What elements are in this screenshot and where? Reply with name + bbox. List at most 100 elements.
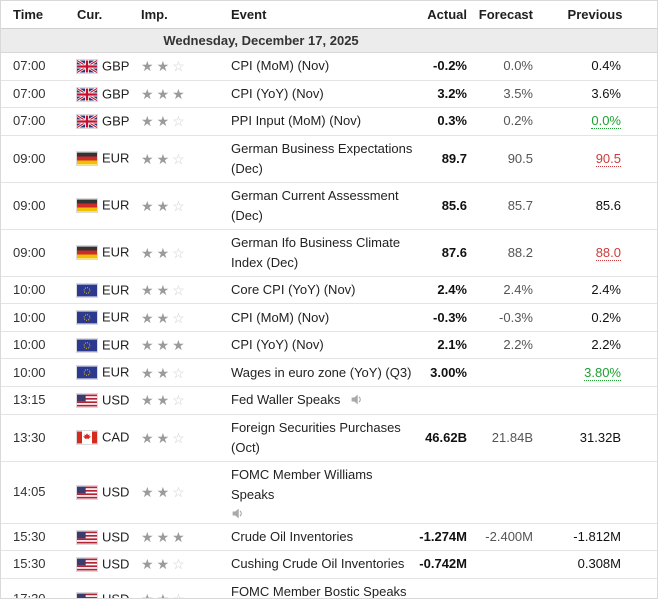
importance-rating: ★★★: [133, 80, 221, 108]
spacer-cell: [621, 523, 657, 551]
canada-flag-icon: [77, 431, 97, 444]
event-name[interactable]: CPI (MoM) (Nov): [231, 58, 330, 74]
event-time: 10:00: [13, 281, 46, 297]
event-name-cell[interactable]: CPI (MoM) (Nov): [221, 53, 413, 81]
event-name[interactable]: Wages in euro zone (YoY) (Q3): [231, 364, 412, 380]
event-name-cell[interactable]: Cushing Crude Oil Inventories: [221, 551, 413, 579]
event-time: 15:30: [13, 528, 46, 544]
spacer-cell: [621, 229, 657, 276]
previous-value-text: 31.32B: [579, 429, 621, 445]
eu-flag-icon: [77, 284, 97, 297]
table-header-row: Time Cur. Imp. Event Actual Forecast Pre…: [1, 1, 657, 29]
event-name-cell[interactable]: FOMC Member Williams Speaks: [221, 461, 413, 523]
previous-value: [533, 386, 621, 414]
event-name[interactable]: Foreign Securities Purchases (Oct): [231, 419, 401, 455]
spacer-cell: [621, 331, 657, 359]
event-name[interactable]: CPI (YoY) (Nov): [231, 85, 324, 101]
date-header-row: Wednesday, December 17, 2025: [1, 28, 657, 53]
previous-value-text[interactable]: 3.80%: [584, 364, 621, 381]
column-header-currency: Cur.: [63, 1, 133, 29]
spacer-cell: [621, 182, 657, 229]
table-row[interactable]: 13:30 CAD ★★☆ Foreign Securities Purchas…: [1, 414, 657, 461]
event-time: 13:30: [13, 429, 46, 445]
star-icon: ★: [141, 591, 157, 598]
event-name-cell[interactable]: Fed Waller Speaks: [221, 386, 413, 414]
table-row[interactable]: 10:00 EUR ★★☆ Core CPI (YoY) (Nov) 2.4% …: [1, 276, 657, 304]
spacer-cell: [621, 276, 657, 304]
event-name[interactable]: Crude Oil Inventories: [231, 528, 354, 544]
star-icon: ★: [156, 150, 173, 167]
star-icon: ★: [141, 429, 157, 446]
table-row[interactable]: 15:30 USD ★★★ Crude Oil Inventories -1.2…: [1, 523, 657, 551]
event-name[interactable]: German Current Assessment (Dec): [231, 187, 399, 223]
previous-value-text[interactable]: 90.5: [595, 150, 621, 167]
event-name-cell[interactable]: Crude Oil Inventories: [221, 523, 413, 551]
star-icon: ★: [172, 528, 188, 545]
previous-value: 0.2%: [533, 304, 621, 332]
table-row[interactable]: 13:15 USD ★★☆ Fed Waller Speaks: [1, 386, 657, 414]
event-name-cell[interactable]: FOMC Member Bostic Speaks: [221, 578, 413, 599]
previous-value-text[interactable]: 0.0%: [591, 113, 621, 130]
star-icon: ★: [172, 85, 188, 102]
actual-value: -0.2%: [433, 58, 467, 74]
star-icon: ★: [156, 556, 173, 573]
event-name[interactable]: Fed Waller Speaks: [231, 392, 341, 408]
table-row[interactable]: 17:30 USD ★★☆ FOMC Member Bostic Speaks: [1, 578, 657, 599]
previous-value-text[interactable]: 88.0: [595, 244, 621, 261]
star-icon: ★: [156, 337, 173, 354]
actual-value: -0.742M: [419, 556, 467, 572]
table-row[interactable]: 07:00 GBP ★★☆ PPI Input (MoM) (Nov) 0.3%…: [1, 107, 657, 136]
event-name-cell[interactable]: German Ifo Business Climate Index (Dec): [221, 229, 413, 276]
importance-rating: ★★☆: [133, 135, 221, 182]
table-row[interactable]: 07:00 GBP ★★★ CPI (YoY) (Nov) 3.2% 3.5% …: [1, 80, 657, 108]
event-time: 09:00: [13, 197, 46, 213]
event-name-cell[interactable]: Wages in euro zone (YoY) (Q3): [221, 359, 413, 387]
table-row[interactable]: 07:00 GBP ★★☆ CPI (MoM) (Nov) -0.2% 0.0%…: [1, 52, 657, 81]
importance-rating: ★★☆: [133, 276, 221, 304]
table-row[interactable]: 09:00 EUR ★★☆ German Current Assessment …: [1, 182, 657, 230]
germany-flag-icon: [77, 246, 97, 259]
currency-cell: USD: [63, 386, 133, 414]
star-icon: ★: [156, 113, 173, 130]
table-row[interactable]: 10:00 EUR ★★★ CPI (YoY) (Nov) 2.1% 2.2% …: [1, 331, 657, 359]
star-icon: ★: [156, 309, 173, 326]
event-name-cell[interactable]: PPI Input (MoM) (Nov): [221, 108, 413, 136]
event-name[interactable]: Core CPI (YoY) (Nov): [231, 281, 356, 297]
forecast-value: 0.0%: [503, 58, 533, 74]
event-name-cell[interactable]: German Current Assessment (Dec): [221, 182, 413, 229]
event-name-cell[interactable]: German Business Expectations (Dec): [221, 135, 413, 182]
previous-value: -1.812M: [533, 523, 621, 551]
actual-value: 46.62B: [425, 429, 467, 445]
currency-code: GBP: [102, 58, 130, 74]
table-row[interactable]: 10:00 EUR ★★☆ CPI (MoM) (Nov) -0.3% -0.3…: [1, 303, 657, 332]
spacer-cell: [621, 461, 657, 523]
event-name[interactable]: FOMC Member Williams Speaks: [231, 466, 373, 502]
table-row[interactable]: 10:00 EUR ★★☆ Wages in euro zone (YoY) (…: [1, 358, 657, 387]
star-icon: ☆: [172, 309, 188, 326]
event-name[interactable]: CPI (MoM) (Nov): [231, 309, 330, 325]
event-name[interactable]: German Business Expectations (Dec): [231, 140, 413, 176]
star-icon: ★: [141, 528, 157, 545]
currency-cell: GBP: [63, 108, 133, 136]
currency-cell: EUR: [63, 182, 133, 229]
event-name[interactable]: PPI Input (MoM) (Nov): [231, 113, 362, 129]
event-name-cell[interactable]: CPI (YoY) (Nov): [221, 331, 413, 359]
speaker-icon: [350, 393, 363, 406]
table-row[interactable]: 15:30 USD ★★☆ Cushing Crude Oil Inventor…: [1, 550, 657, 579]
event-name[interactable]: CPI (YoY) (Nov): [231, 337, 324, 353]
forecast-value: 88.2: [507, 244, 533, 260]
event-name[interactable]: Cushing Crude Oil Inventories: [231, 556, 405, 572]
forecast-value: -0.3%: [499, 309, 533, 325]
table-row[interactable]: 09:00 EUR ★★☆ German Ifo Business Climat…: [1, 229, 657, 277]
forecast-value: -2.400M: [485, 528, 533, 544]
currency-code: EUR: [102, 364, 130, 380]
event-name[interactable]: German Ifo Business Climate Index (Dec): [231, 234, 401, 270]
event-name-cell[interactable]: Core CPI (YoY) (Nov): [221, 276, 413, 304]
event-name-cell[interactable]: CPI (MoM) (Nov): [221, 304, 413, 332]
event-name-cell[interactable]: CPI (YoY) (Nov): [221, 80, 413, 108]
table-row[interactable]: 09:00 EUR ★★☆ German Business Expectatio…: [1, 135, 657, 183]
event-name-cell[interactable]: Foreign Securities Purchases (Oct): [221, 414, 413, 461]
event-name[interactable]: FOMC Member Bostic Speaks: [231, 583, 407, 599]
table-row[interactable]: 14:05 USD ★★☆ FOMC Member Williams Speak…: [1, 461, 657, 523]
